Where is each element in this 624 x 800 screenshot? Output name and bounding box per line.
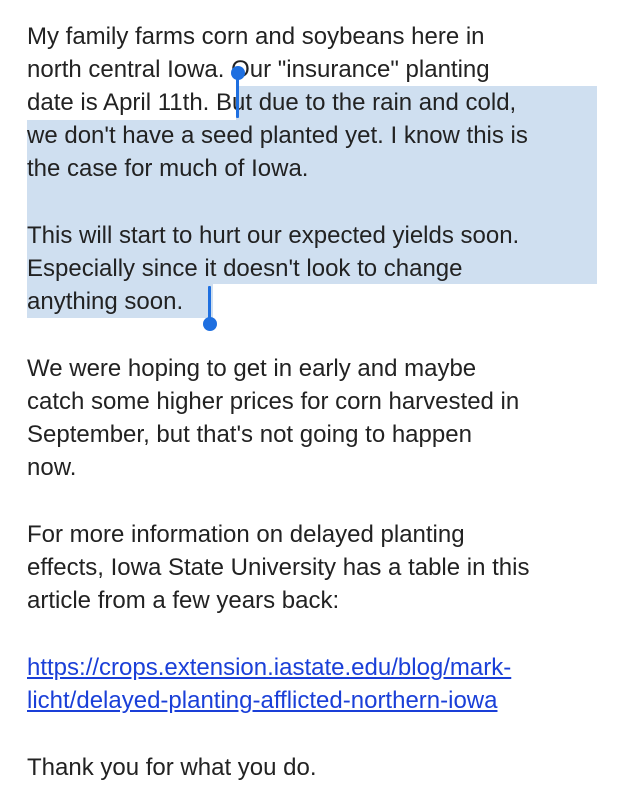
body-text-line: For more information on delayed planting (27, 521, 465, 548)
selection-highlight-row1 (236, 86, 597, 120)
selected-text-line: Especially since it doesn't look to chan… (27, 255, 463, 282)
selected-text-line: we don't have a seed planted yet. I know… (27, 122, 528, 149)
article-link-line: licht/delayed-planting-afflicted-norther… (27, 684, 497, 717)
selection-highlight-last (27, 284, 213, 318)
selection-start-caret[interactable] (236, 76, 239, 118)
article-link[interactable]: licht/delayed-planting-afflicted-norther… (27, 687, 498, 714)
body-text-line: We were hoping to get in early and maybe (27, 355, 477, 382)
selected-text: But due to the rain and cold, (216, 89, 517, 116)
unselected-text: date is April 11th. (27, 89, 216, 116)
selected-text-line: anything soon. (27, 288, 184, 315)
body-text-line: catch some higher prices for corn harves… (27, 388, 520, 415)
body-text-line: north central Iowa. Our "insurance" plan… (27, 56, 490, 83)
selected-text-line: This will start to hurt our expected yie… (27, 222, 520, 249)
article-link-line: https://crops.extension.iastate.edu/blog… (27, 651, 511, 684)
selection-highlight-block (27, 120, 597, 284)
selection-start-handle[interactable] (231, 66, 245, 80)
selected-text-line: the case for much of Iowa. (27, 155, 309, 182)
body-text-line: article from a few years back: (27, 587, 340, 614)
body-text-line: effects, Iowa State University has a tab… (27, 554, 530, 581)
article-link[interactable]: https://crops.extension.iastate.edu/blog… (27, 654, 512, 681)
closing-text: Thank you for what you do. (27, 754, 317, 781)
body-text-line: date is April 11th. But due to the rain … (27, 86, 516, 119)
selection-end-caret[interactable] (208, 286, 211, 322)
selection-end-handle[interactable] (203, 317, 217, 331)
body-text-line: My family farms corn and soybeans here i… (27, 23, 485, 50)
body-text-line: now. (27, 454, 77, 481)
body-text-line: September, but that's not going to happe… (27, 421, 472, 448)
